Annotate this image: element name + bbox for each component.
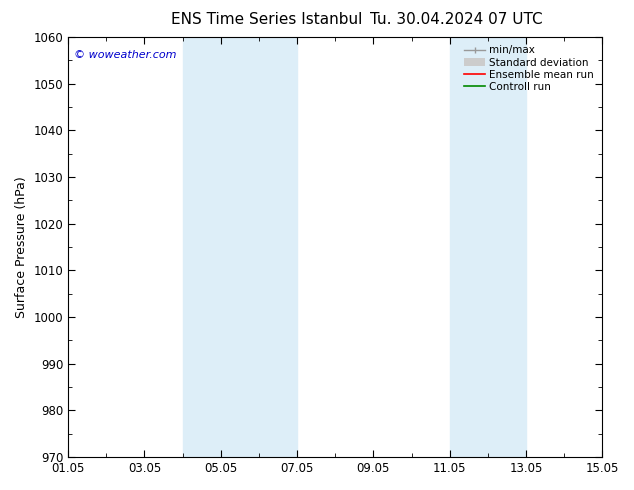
Text: © woweather.com: © woweather.com <box>74 50 176 60</box>
Text: Tu. 30.04.2024 07 UTC: Tu. 30.04.2024 07 UTC <box>370 12 543 27</box>
Bar <box>450 37 488 457</box>
Legend: min/max, Standard deviation, Ensemble mean run, Controll run: min/max, Standard deviation, Ensemble me… <box>461 42 597 95</box>
Text: ENS Time Series Istanbul: ENS Time Series Istanbul <box>171 12 362 27</box>
Y-axis label: Surface Pressure (hPa): Surface Pressure (hPa) <box>15 176 28 318</box>
Bar <box>183 37 259 457</box>
Bar <box>259 37 297 457</box>
Bar <box>488 37 526 457</box>
